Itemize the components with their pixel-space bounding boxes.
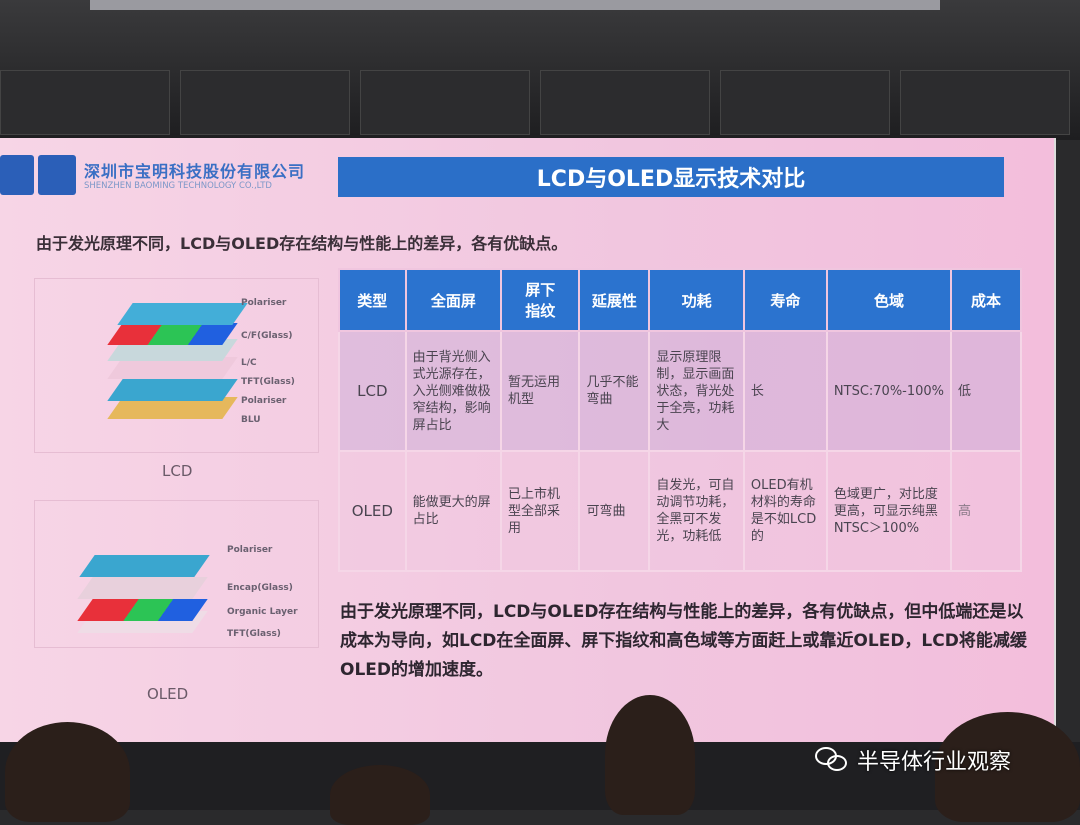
- layer-label: TFT(Glass): [241, 377, 295, 387]
- cell: OLED: [338, 450, 407, 572]
- table-header: 类型 全面屏 屏下指纹 延展性 功耗 寿命 色域 成本: [338, 268, 1022, 332]
- watermark: 半导体行业观察: [815, 744, 1011, 776]
- layer-label: Polariser: [241, 396, 287, 406]
- layer-polariser: [117, 303, 248, 325]
- header-cell: 成本: [950, 268, 1022, 332]
- header-cell: 屏下指纹: [500, 268, 581, 332]
- layer-label: TFT(Glass): [227, 629, 281, 639]
- layer-label: Polariser: [241, 298, 287, 308]
- cell: 自发光，可自动调节功耗，全黑可不发光，功耗低: [648, 450, 745, 572]
- audience-head: [935, 712, 1080, 822]
- audience-head: [330, 765, 430, 825]
- cell: LCD: [338, 330, 407, 452]
- layer-label: Polariser: [227, 545, 273, 555]
- layer-label: Organic Layer: [227, 607, 298, 617]
- slide-conclusion: 由于发光原理不同，LCD与OLED存在结构与性能上的差异，各有优缺点，但中低端还…: [340, 602, 1027, 680]
- wall-panel: [720, 70, 890, 135]
- header-cell: 色域: [825, 268, 953, 332]
- layer-label: BLU: [241, 415, 261, 425]
- layer-label: Encap(Glass): [227, 583, 293, 593]
- ceiling: [0, 0, 1080, 140]
- cell: 由于背光侧入式光源存在，入光侧难做极窄结构，影响屏占比: [404, 330, 503, 452]
- header-cell: 延展性: [578, 268, 651, 332]
- cell: 色域更广，对比度更高，可显示纯黑NTSC＞100%: [825, 450, 953, 572]
- company-name-cn: 深圳市宝明科技股份有限公司: [84, 162, 306, 181]
- wall-panel: [360, 70, 530, 135]
- cell: 暂无运用机型: [500, 330, 581, 452]
- audience-area: [0, 742, 1080, 810]
- audience-head: [605, 695, 695, 815]
- cell: 显示原理限制，显示画面状态，背光处于全亮，功耗大: [648, 330, 745, 452]
- comparison-table: 类型 全面屏 屏下指纹 延展性 功耗 寿命 色域 成本 LCD 由于背光侧入式光…: [338, 268, 1022, 572]
- cell: 已上市机型全部采用: [500, 450, 581, 572]
- lcd-caption: LCD: [162, 462, 193, 480]
- wall-panel: [180, 70, 350, 135]
- wall-panel: [0, 70, 170, 135]
- cell: 高: [950, 450, 1022, 572]
- layer-organic: [77, 599, 208, 621]
- table-row: OLED 能做更大的屏占比 已上市机型全部采用 可弯曲 自发光，可自动调节功耗，…: [338, 450, 1022, 572]
- oled-caption: OLED: [147, 685, 189, 703]
- cell: NTSC:70%-100%: [825, 330, 953, 452]
- oled-diagram: Polariser Encap(Glass) Organic Layer TFT…: [34, 500, 319, 648]
- header-cell: 类型: [338, 268, 407, 332]
- layer-label: L/C: [241, 358, 257, 368]
- audience-head: [5, 722, 130, 822]
- wall-panel: [900, 70, 1070, 135]
- layer-polariser: [79, 555, 210, 577]
- cell: 可弯曲: [578, 450, 651, 572]
- ceiling-light: [90, 0, 940, 10]
- slide-intro: 由于发光原理不同，LCD与OLED存在结构与性能上的差异，各有优缺点。: [36, 234, 568, 253]
- wechat-icon: [815, 747, 849, 773]
- cell: 能做更大的屏占比: [404, 450, 503, 572]
- company-logo: [0, 155, 76, 195]
- table-row: LCD 由于背光侧入式光源存在，入光侧难做极窄结构，影响屏占比 暂无运用机型 几…: [338, 330, 1022, 452]
- header-cell: 寿命: [742, 268, 828, 332]
- cell: 长: [742, 330, 828, 452]
- layer-polariser: [107, 379, 238, 401]
- header-cell: 功耗: [648, 268, 745, 332]
- lcd-diagram: Polariser C/F(Glass) L/C TFT(Glass) Pola…: [34, 278, 319, 453]
- layer-label: C/F(Glass): [241, 331, 293, 341]
- wall-panel: [540, 70, 710, 135]
- slide-title: LCD与OLED显示技术对比: [338, 157, 1004, 197]
- header-cell: 全面屏: [404, 268, 503, 332]
- layer-encap: [77, 577, 208, 599]
- layer-color-filter: [107, 323, 238, 345]
- company-name-en: SHENZHEN BAOMING TECHNOLOGY CO.,LTD: [84, 181, 272, 191]
- watermark-text: 半导体行业观察: [857, 750, 1012, 775]
- cell: OLED有机材料的寿命是不如LCD的: [742, 450, 828, 572]
- cell: 几乎不能弯曲: [578, 330, 651, 452]
- cell: 低: [950, 330, 1022, 452]
